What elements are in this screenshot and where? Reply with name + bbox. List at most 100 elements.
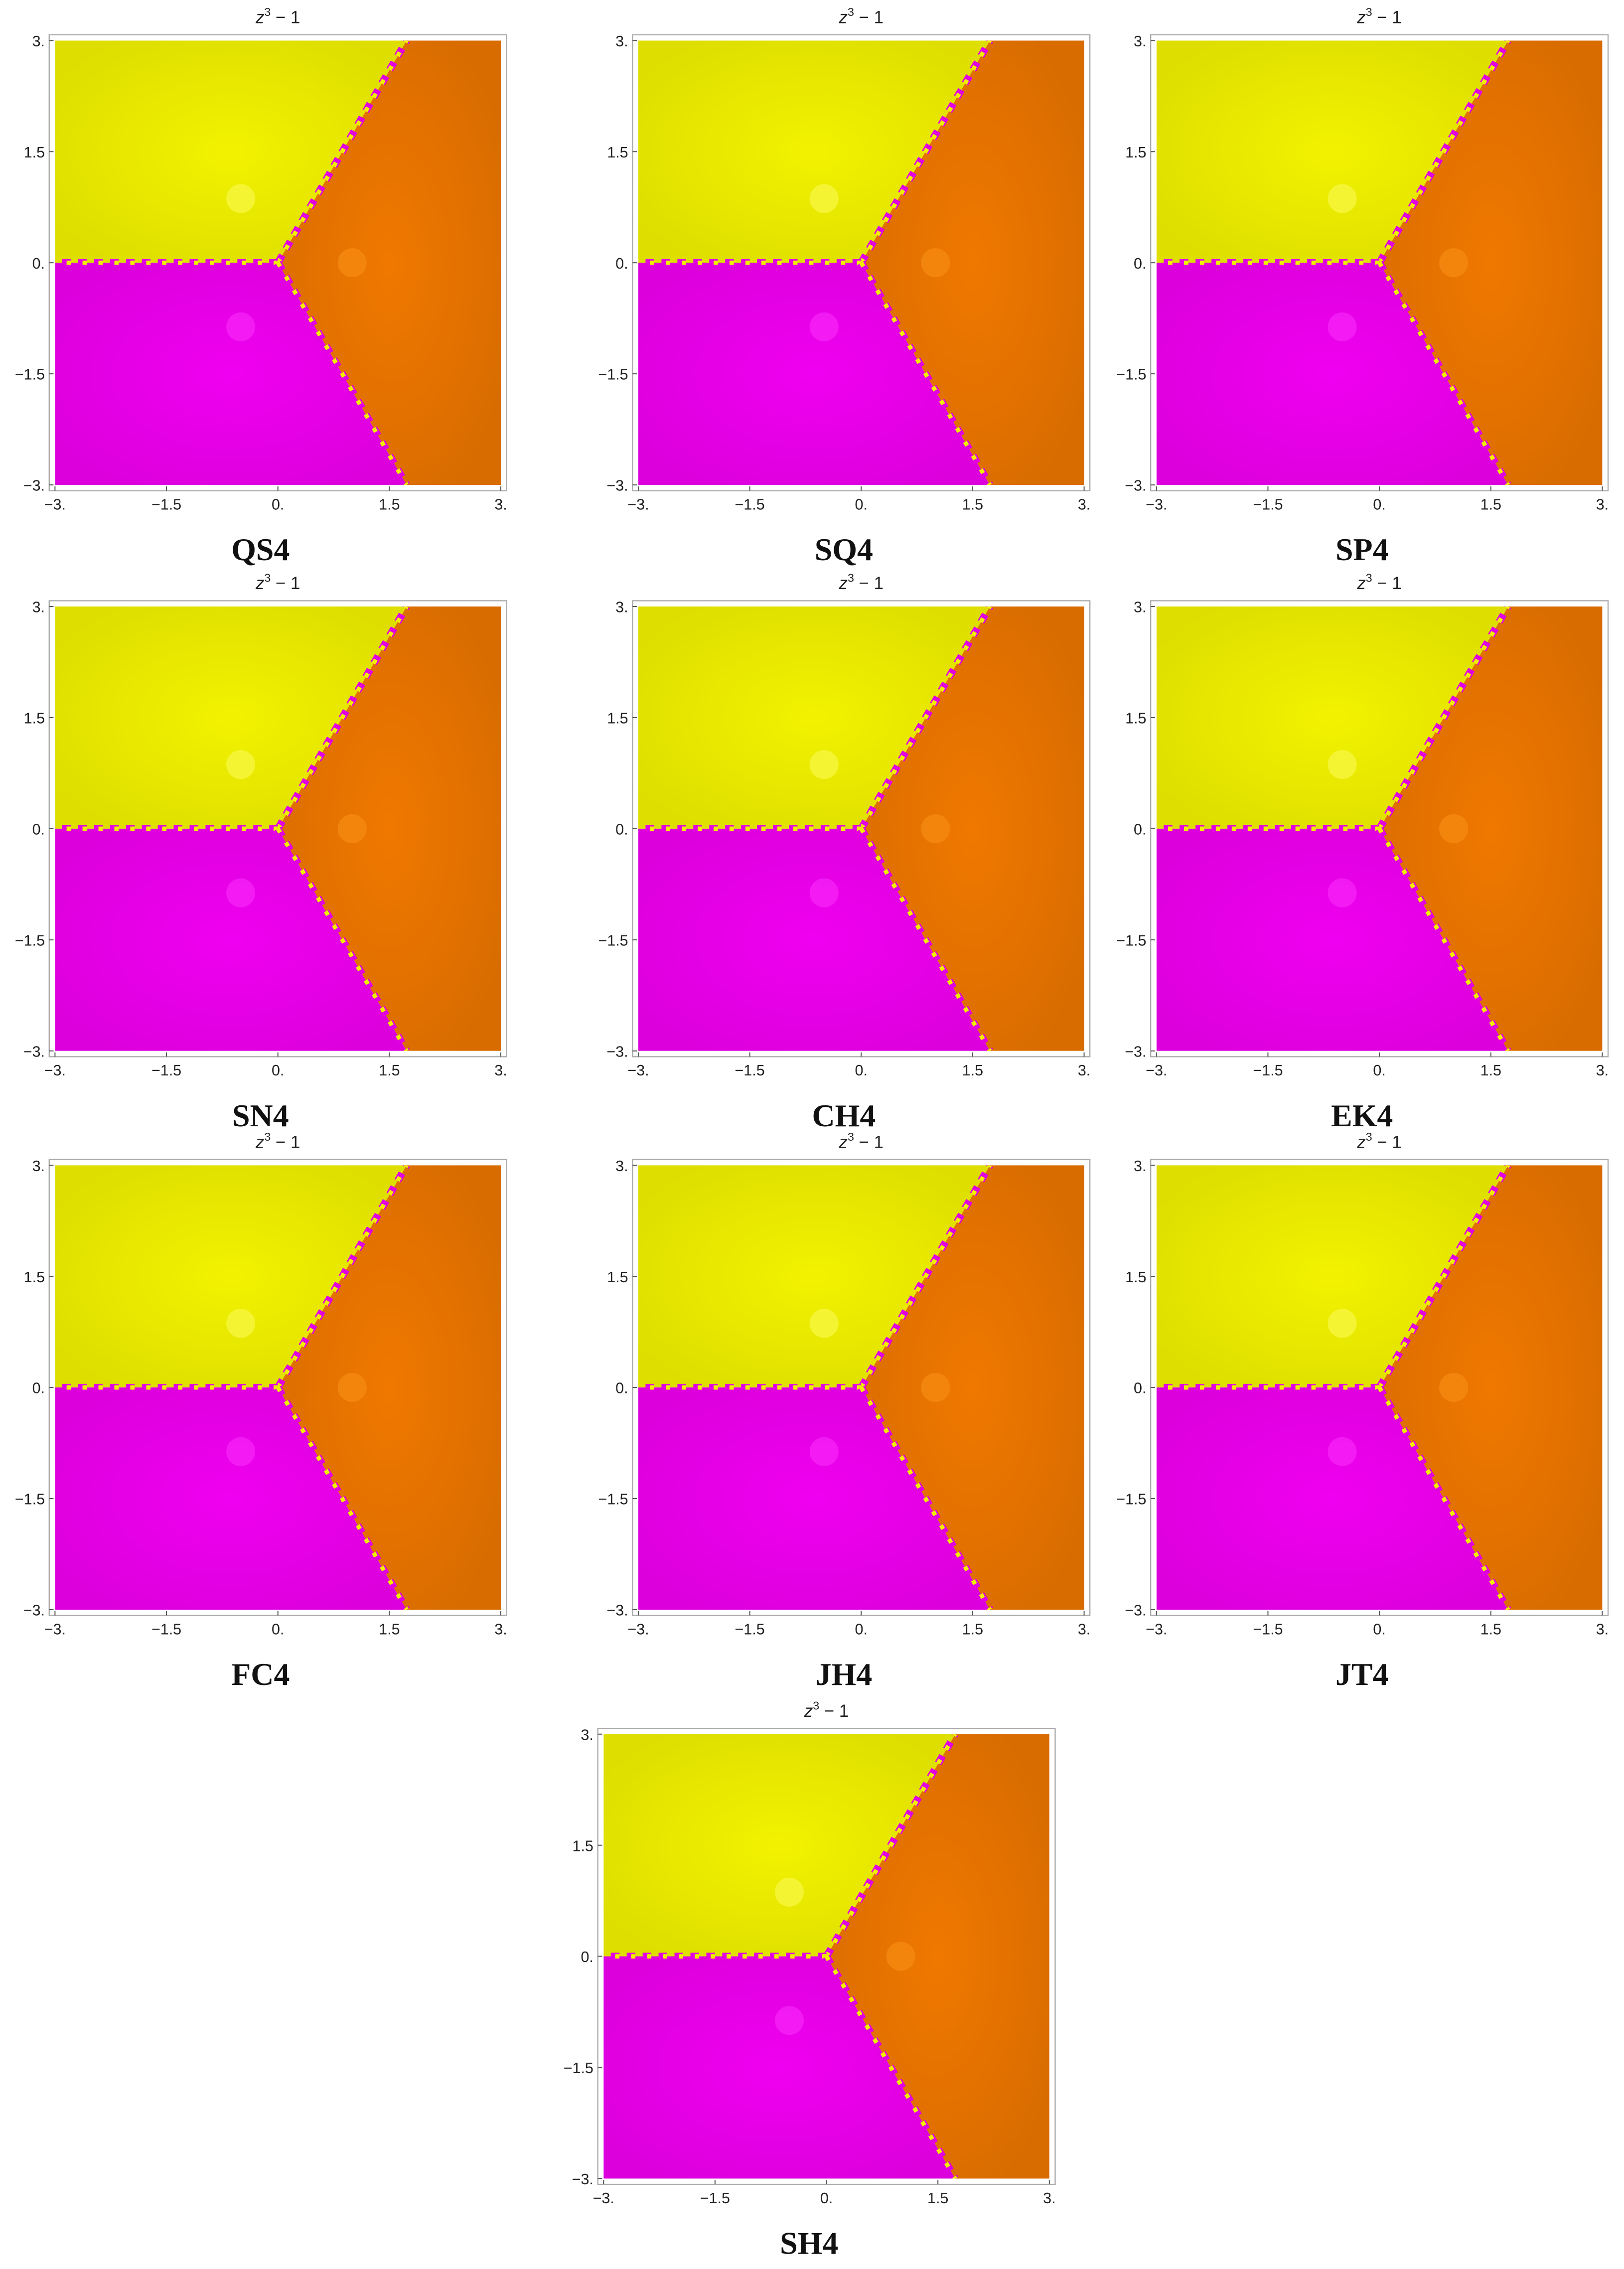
root-glow bbox=[1439, 1373, 1469, 1402]
root-glow bbox=[226, 312, 256, 341]
plot-title: z3 − 1 bbox=[1356, 5, 1401, 27]
y-tick-label: 1.5 bbox=[24, 710, 45, 727]
root-glow bbox=[921, 248, 950, 278]
y-tick-label: 1.5 bbox=[1125, 1269, 1146, 1286]
title-rest: − 1 bbox=[1372, 1132, 1402, 1152]
x-tick-label: 1.5 bbox=[379, 1621, 400, 1638]
x-tick-label: 0. bbox=[1373, 1062, 1385, 1079]
x-tick-label: −3. bbox=[593, 2190, 614, 2207]
basin-boundary bbox=[276, 827, 409, 1051]
basin-yellow bbox=[1156, 606, 1508, 829]
basin-yellow bbox=[638, 1165, 990, 1388]
y-tick-label: 3. bbox=[1134, 1158, 1146, 1175]
root-glow bbox=[226, 1437, 256, 1466]
y-tick-label: 0. bbox=[615, 255, 628, 272]
title-exponent: 3 bbox=[1366, 572, 1372, 585]
basins bbox=[55, 1165, 501, 1610]
basin-boundary bbox=[859, 40, 992, 264]
x-tick-label: −3. bbox=[627, 1621, 649, 1638]
x-tick-label: −1.5 bbox=[700, 2190, 730, 2207]
x-tick-label: −1.5 bbox=[151, 496, 181, 513]
basin-magenta bbox=[638, 263, 990, 485]
title-base: z bbox=[1356, 1132, 1365, 1152]
y-tick-label: −1.5 bbox=[1116, 932, 1146, 949]
title-base: z bbox=[255, 1132, 264, 1152]
root-glow bbox=[809, 1309, 839, 1338]
y-tick-label: −3. bbox=[23, 477, 45, 494]
panel: −3. −1.5 0. 1.5 3. 3. 1.5 0. −1.5 −3. z3 − 1 JT4 bbox=[1116, 1130, 1609, 1692]
x-tick-label: 0. bbox=[1373, 1621, 1385, 1638]
y-tick-label: 0. bbox=[1134, 255, 1146, 272]
basin-boundary bbox=[276, 262, 409, 485]
y-tick-label: 1.5 bbox=[1125, 144, 1146, 161]
y-tick-label: −1.5 bbox=[564, 2060, 593, 2077]
plot-title: z3 − 1 bbox=[255, 1130, 300, 1152]
x-tick-label: −3. bbox=[627, 496, 649, 513]
root-glow bbox=[809, 878, 839, 908]
x-tick-label: 1.5 bbox=[1480, 1621, 1501, 1638]
panel-label: JH4 bbox=[816, 1657, 873, 1692]
title-rest: − 1 bbox=[271, 7, 300, 27]
basins bbox=[638, 40, 1084, 485]
basin-yellow bbox=[638, 606, 990, 829]
y-tick-label: −3. bbox=[606, 477, 628, 494]
x-tick-label: 1.5 bbox=[379, 496, 400, 513]
x-tick-label: −1.5 bbox=[735, 496, 765, 513]
basin-orange bbox=[278, 606, 501, 1051]
basins bbox=[638, 1165, 1084, 1610]
title-rest: − 1 bbox=[819, 1701, 849, 1721]
basin-boundary bbox=[1377, 1165, 1510, 1389]
basins bbox=[638, 606, 1084, 1051]
root-glow bbox=[809, 1437, 839, 1466]
title-base: z bbox=[255, 7, 264, 27]
x-tick-label: 1.5 bbox=[927, 2190, 948, 2207]
panel: −3. −1.5 0. 1.5 3. 3. 1.5 0. −1.5 −3. z3 − 1 QS4 bbox=[15, 5, 507, 567]
panel-label: SH4 bbox=[780, 2226, 838, 2261]
panel: −3. −1.5 0. 1.5 3. 3. 1.5 0. −1.5 −3. z3 − 1 EK4 bbox=[1116, 572, 1609, 1133]
basin-boundary bbox=[1377, 262, 1510, 485]
x-tick-label: 1.5 bbox=[962, 1621, 983, 1638]
root-glow bbox=[226, 1309, 256, 1338]
panel: −3. −1.5 0. 1.5 3. 3. 1.5 0. −1.5 −3. z3 − 1 CH4 bbox=[598, 572, 1091, 1133]
y-tick-label: 3. bbox=[32, 1158, 45, 1175]
basin-boundary bbox=[824, 1955, 957, 2179]
x-tick-label: 0. bbox=[855, 496, 868, 513]
root-glow bbox=[1328, 1309, 1357, 1338]
basins bbox=[55, 606, 501, 1051]
y-tick-label: −1.5 bbox=[15, 932, 45, 949]
title-base: z bbox=[839, 1132, 848, 1152]
root-glow bbox=[774, 2006, 804, 2035]
x-tick-label: 3. bbox=[494, 1621, 507, 1638]
title-exponent: 3 bbox=[1366, 1130, 1372, 1143]
y-tick-label: 1.5 bbox=[1125, 710, 1146, 727]
root-glow bbox=[337, 1373, 367, 1402]
basin-boundary bbox=[859, 1165, 992, 1389]
y-tick-label: −1.5 bbox=[598, 932, 628, 949]
x-tick-label: 1.5 bbox=[1480, 1062, 1501, 1079]
x-tick-label: 3. bbox=[1596, 496, 1609, 513]
basin-boundary bbox=[276, 1165, 409, 1389]
y-tick-label: −3. bbox=[1125, 477, 1146, 494]
x-tick-label: 0. bbox=[272, 1621, 284, 1638]
y-tick-label: 1.5 bbox=[607, 1269, 628, 1286]
y-tick-label: 1.5 bbox=[607, 710, 628, 727]
title-rest: − 1 bbox=[854, 574, 884, 593]
basin-magenta bbox=[638, 1387, 990, 1610]
basin-yellow bbox=[55, 606, 407, 829]
basin-orange bbox=[1379, 1165, 1603, 1610]
basin-boundary bbox=[276, 606, 409, 830]
y-tick-label: 3. bbox=[32, 599, 45, 616]
basin-boundary bbox=[859, 262, 992, 485]
root-glow bbox=[1328, 750, 1357, 779]
title-rest: − 1 bbox=[271, 1132, 300, 1152]
panel: −3. −1.5 0. 1.5 3. 3. 1.5 0. −1.5 −3. z3 − 1 SH4 bbox=[564, 1699, 1056, 2261]
panel: −3. −1.5 0. 1.5 3. 3. 1.5 0. −1.5 −3. z3 − 1 JH4 bbox=[598, 1130, 1091, 1692]
root-glow bbox=[1328, 184, 1357, 213]
x-tick-label: −1.5 bbox=[1253, 496, 1283, 513]
basin-boundary bbox=[276, 40, 409, 264]
x-tick-label: −1.5 bbox=[735, 1621, 765, 1638]
title-exponent: 3 bbox=[848, 572, 854, 585]
basin-orange bbox=[826, 1734, 1049, 2179]
plot-title: z3 − 1 bbox=[1356, 1130, 1401, 1152]
